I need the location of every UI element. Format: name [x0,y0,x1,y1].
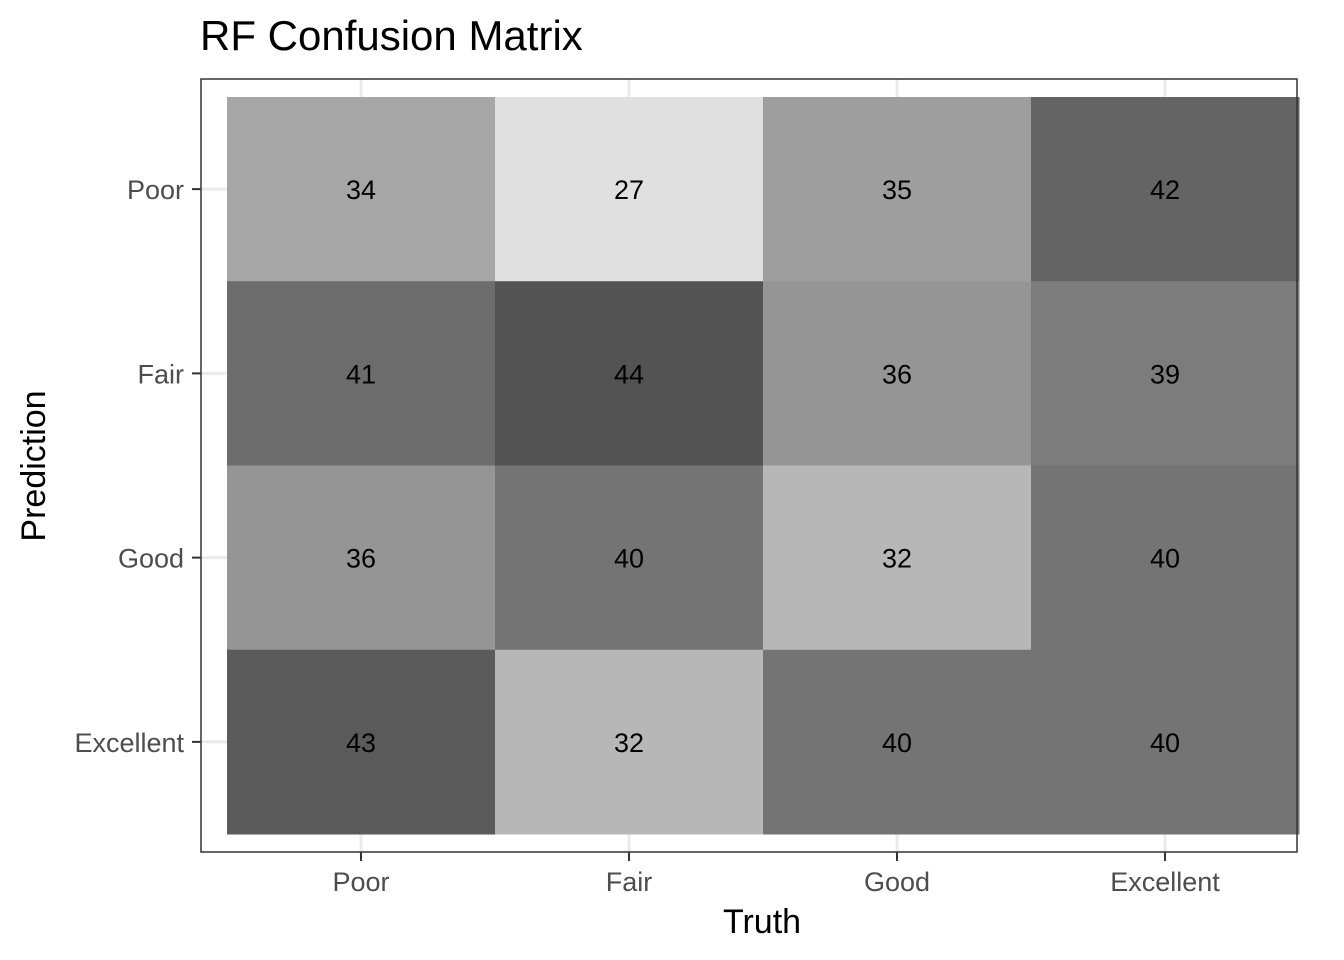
cell-value-label: 34 [346,175,376,205]
cell-value-label: 39 [1150,359,1180,389]
x-axis: Poor Fair Good Excellent [332,852,1220,897]
heatmap-cell [763,281,1032,466]
cell-value-label: 44 [614,359,644,389]
cell-value-label: 36 [882,359,912,389]
heatmap-cells [227,97,1300,835]
x-tick-label: Fair [606,867,653,897]
cell-value-labels: 34 27 35 42 41 44 36 39 36 40 32 40 43 32 40 40 [346,175,1180,758]
cell-value-label: 42 [1150,175,1180,205]
y-axis: Poor Fair Good Excellent [74,175,201,758]
heatmap-cell [227,649,496,835]
heatmap-cell [227,97,496,282]
panel-border [200,78,1298,853]
cell-value-label: 41 [346,359,376,389]
heatmap-cell [495,465,764,651]
heatmap-cell [763,97,1032,282]
cell-value-label: 36 [346,544,376,574]
heatmap-cell [227,465,496,651]
cell-value-label: 32 [882,544,912,574]
x-tick-label: Excellent [1110,867,1220,897]
y-tick-label: Excellent [74,728,184,758]
heatmap-cell [495,97,764,282]
chart-title: RF Confusion Matrix [200,12,583,59]
x-tick-label: Good [864,867,930,897]
cell-value-label: 27 [614,175,644,205]
heatmap-cell [1031,465,1300,651]
cell-value-label: 43 [346,728,376,758]
y-tick-label: Good [118,544,184,574]
y-tick-label: Fair [138,359,185,389]
heatmap-cell [1031,97,1300,282]
cell-value-label: 40 [882,728,912,758]
cell-value-label: 40 [1150,544,1180,574]
x-axis-title: Truth [723,903,801,941]
heatmap-cell [763,649,1032,835]
y-axis-title: Prediction [15,390,53,541]
heatmap-cell [1031,649,1300,835]
heatmap-cell [227,281,496,466]
x-tick-label: Poor [332,867,389,897]
heatmap-cell [763,465,1032,651]
cell-value-label: 35 [882,175,912,205]
heatmap-cell [1031,281,1300,466]
cell-value-label: 40 [1150,728,1180,758]
heatmap-cell [495,649,764,835]
y-tick-label: Poor [127,175,184,205]
cell-value-label: 32 [614,728,644,758]
heatmap-cell [495,281,764,466]
cell-value-label: 40 [614,544,644,574]
